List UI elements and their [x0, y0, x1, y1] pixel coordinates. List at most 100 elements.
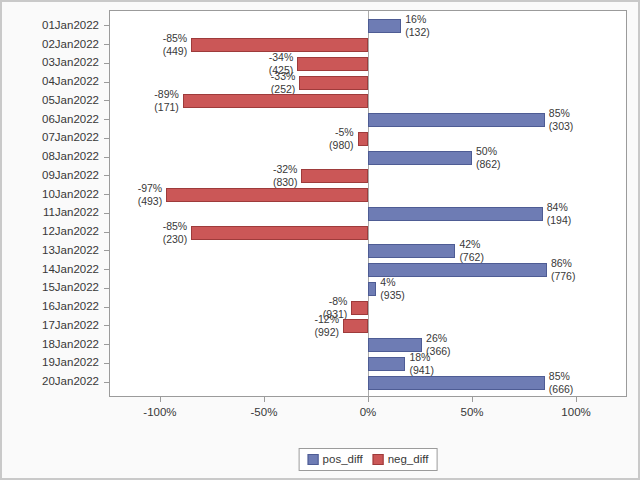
y-axis-label: 18Jan2022	[2, 338, 99, 351]
y-axis-tick	[104, 44, 109, 45]
bar-label-percent: 18%	[409, 351, 434, 364]
y-axis-tick	[104, 213, 109, 214]
plot-area: 16%(132)-85%(449)-34%(425)-33%(252)-89%(…	[109, 10, 627, 397]
bar	[368, 376, 545, 390]
bar-label: 50%(862)	[476, 145, 501, 171]
bar-label: -12%(992)	[315, 313, 340, 339]
bar-label-count: (303)	[549, 120, 574, 133]
bar-label-percent: -12%	[315, 313, 340, 326]
y-axis-label: 10Jan2022	[2, 188, 99, 201]
bar-label-percent: 85%	[549, 370, 574, 383]
bar-label: 85%(303)	[549, 107, 574, 133]
bar-label-percent: 42%	[459, 238, 484, 251]
y-axis-label: 08Jan2022	[2, 150, 99, 163]
bar-label: -32%(830)	[273, 163, 298, 189]
y-axis-tick	[104, 100, 109, 101]
y-axis-tick	[104, 82, 109, 83]
bar-label: 84%(194)	[547, 201, 572, 227]
bar-label-count: (935)	[380, 289, 405, 302]
bar	[368, 244, 455, 258]
y-axis-tick	[104, 250, 109, 251]
bar	[368, 151, 472, 165]
bar-label-count: (493)	[138, 195, 163, 208]
bar-label-percent: 86%	[551, 257, 576, 270]
x-axis-tick-label: -100%	[143, 405, 176, 419]
y-axis-tick	[104, 382, 109, 383]
y-axis-tick	[104, 25, 109, 26]
bar-label-count: (132)	[405, 26, 430, 39]
bar-label-count: (666)	[549, 383, 574, 396]
bar-label: 85%(666)	[549, 370, 574, 396]
legend-item-pos-diff: pos_diff	[308, 453, 363, 466]
x-axis-tick	[472, 397, 473, 402]
y-axis-tick	[104, 175, 109, 176]
y-axis-label: 05Jan2022	[2, 94, 99, 107]
y-axis-label: 06Jan2022	[2, 113, 99, 126]
y-axis-label: 09Jan2022	[2, 169, 99, 182]
bar	[368, 19, 401, 33]
x-axis-tick-label: 50%	[461, 405, 484, 419]
y-axis-label: 11Jan2022	[2, 206, 99, 219]
bar-label-percent: 26%	[426, 332, 451, 345]
bar-label-count: (862)	[476, 158, 501, 171]
bar	[299, 76, 368, 90]
y-axis-tick	[104, 307, 109, 308]
bar-label-count: (776)	[551, 270, 576, 283]
bar-label: -85%(230)	[163, 220, 188, 246]
bar-label-count: (980)	[329, 139, 354, 152]
bar-label: 4%(935)	[380, 276, 405, 302]
bar-label-percent: 16%	[405, 13, 430, 26]
bar	[183, 94, 368, 108]
bar-label-percent: 50%	[476, 145, 501, 158]
y-axis-tick	[104, 344, 109, 345]
pos-diff-swatch-icon	[308, 454, 319, 465]
y-axis-label: 04Jan2022	[2, 75, 99, 88]
bar	[297, 57, 368, 71]
bar	[368, 357, 405, 371]
bar-label: -5%(980)	[329, 126, 354, 152]
bar-label-percent: -97%	[138, 182, 163, 195]
y-axis-label: 02Jan2022	[2, 38, 99, 51]
y-axis-tick	[104, 363, 109, 364]
y-axis-tick	[104, 119, 109, 120]
y-axis-label: 03Jan2022	[2, 56, 99, 69]
bar-label-percent: -89%	[154, 88, 179, 101]
y-axis-label: 15Jan2022	[2, 281, 99, 294]
bar	[368, 282, 376, 296]
y-axis-label: 20Jan2022	[2, 375, 99, 388]
x-axis-tick-label: 0%	[360, 405, 377, 419]
y-axis-tick	[104, 232, 109, 233]
bar-label-percent: -33%	[271, 70, 296, 83]
y-axis-label: 16Jan2022	[2, 300, 99, 313]
bar-label-percent: -34%	[269, 51, 294, 64]
bar	[358, 132, 368, 146]
y-axis-tick	[104, 157, 109, 158]
bar-label-percent: -8%	[323, 295, 348, 308]
y-axis-tick	[104, 288, 109, 289]
y-axis-label: 13Jan2022	[2, 244, 99, 257]
diverging-bar-chart-figure: 16%(132)-85%(449)-34%(425)-33%(252)-89%(…	[0, 0, 640, 480]
bar-label: -97%(493)	[138, 182, 163, 208]
bar-label-percent: -85%	[163, 220, 188, 233]
bar	[191, 226, 368, 240]
bar-label: -89%(171)	[154, 88, 179, 114]
bar-label-percent: 4%	[380, 276, 405, 289]
y-axis-label: 19Jan2022	[2, 356, 99, 369]
y-axis-tick	[104, 194, 109, 195]
bar-label: -85%(449)	[163, 32, 188, 58]
legend: pos_diff neg_diff	[299, 448, 438, 471]
x-axis-tick	[160, 397, 161, 402]
y-axis-label: 01Jan2022	[2, 19, 99, 32]
bar	[301, 169, 368, 183]
bar-label-percent: -5%	[329, 126, 354, 139]
y-axis-tick	[104, 138, 109, 139]
y-axis-label: 07Jan2022	[2, 131, 99, 144]
legend-label-neg-diff: neg_diff	[388, 453, 429, 466]
bar	[166, 188, 368, 202]
bar-label-count: (992)	[315, 326, 340, 339]
bar-label-count: (171)	[154, 101, 179, 114]
y-axis-tick	[104, 325, 109, 326]
y-axis-tick	[104, 63, 109, 64]
bar-label: 18%(941)	[409, 351, 434, 377]
bar-label-count: (449)	[163, 45, 188, 58]
